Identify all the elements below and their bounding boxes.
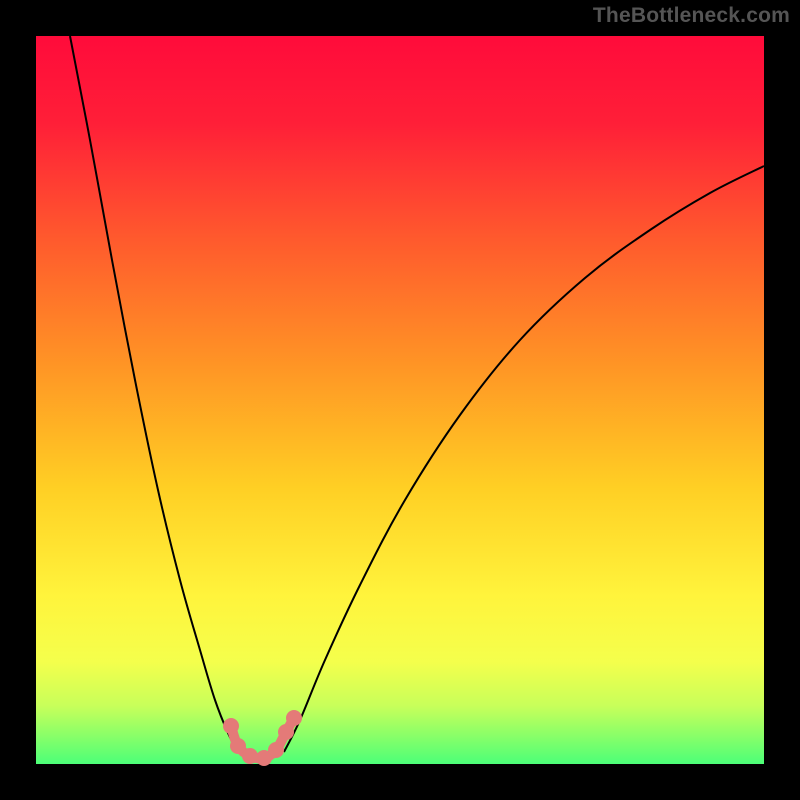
trough-dot bbox=[268, 742, 284, 758]
bottleneck-chart bbox=[0, 0, 800, 800]
trough-dot bbox=[242, 748, 258, 764]
trough-dot bbox=[278, 724, 294, 740]
trough-dot bbox=[223, 718, 239, 734]
trough-dot bbox=[286, 710, 302, 726]
watermark-label: TheBottleneck.com bbox=[593, 4, 790, 28]
plot-background bbox=[36, 36, 764, 764]
chart-stage: TheBottleneck.com bbox=[0, 0, 800, 800]
